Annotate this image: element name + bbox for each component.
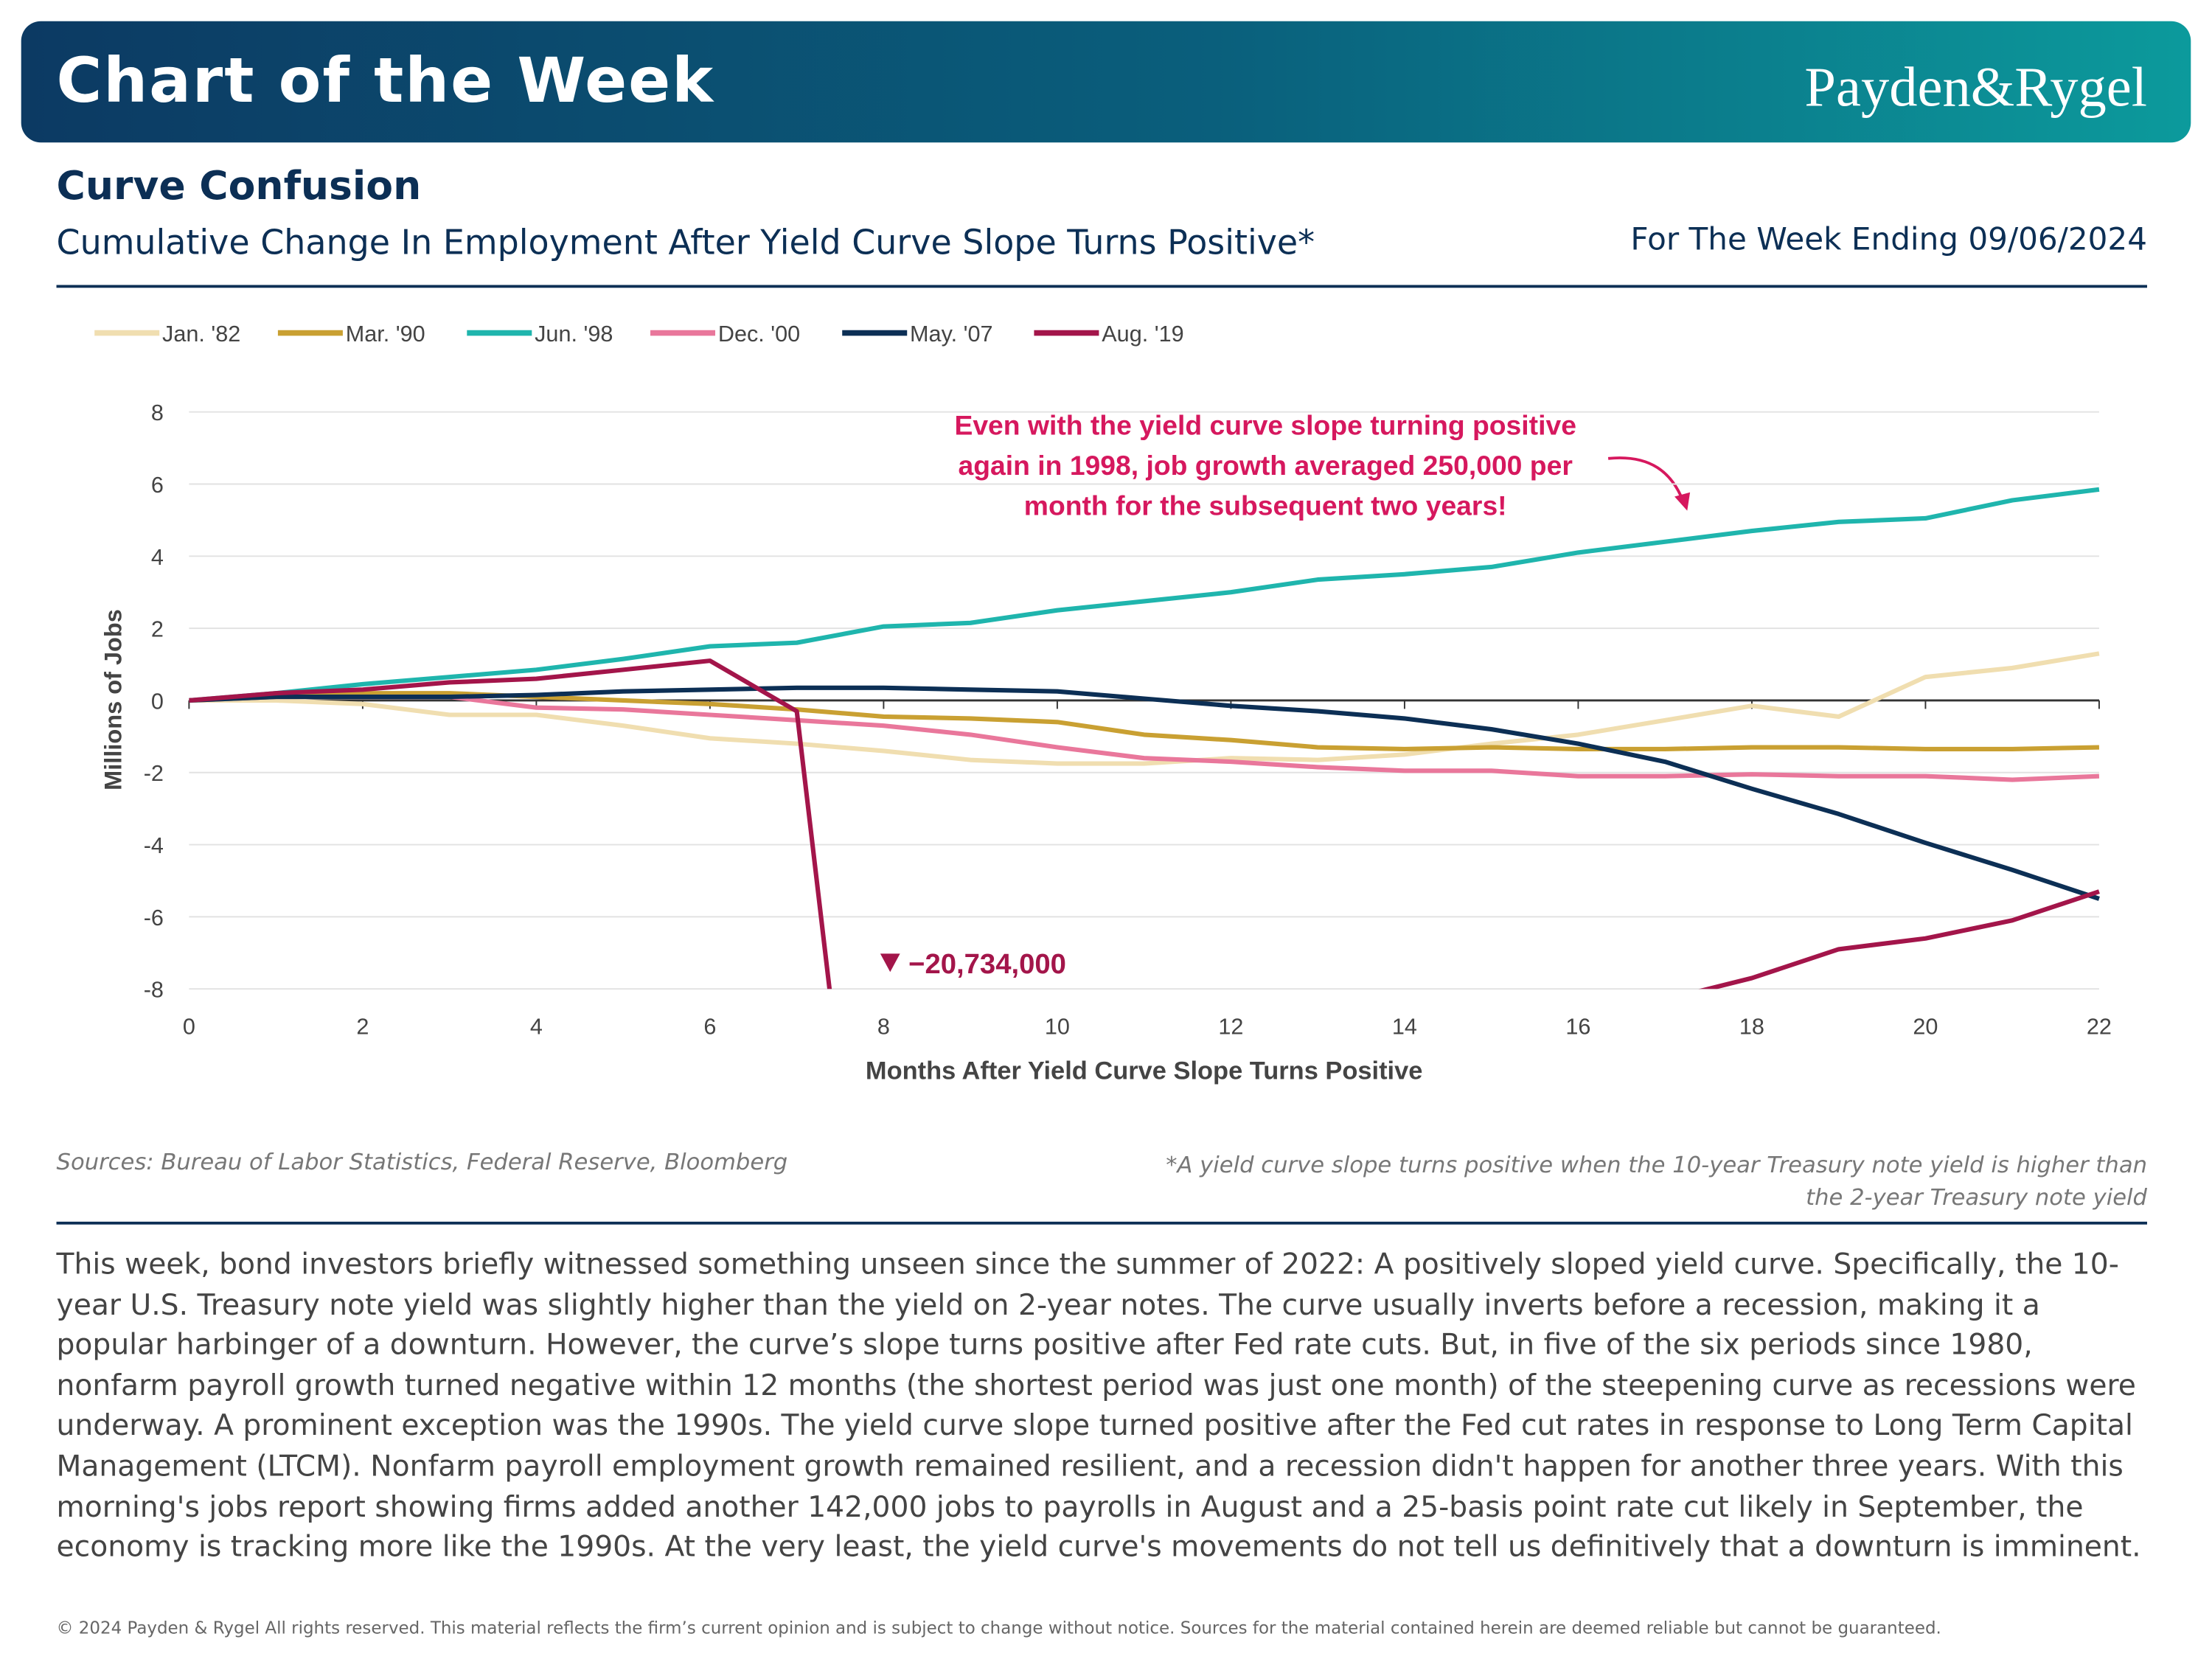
x-tick-label: 20 — [1913, 1014, 1938, 1039]
date: For The Week Ending 09/06/2024 — [1630, 223, 2147, 259]
series-line — [189, 651, 2100, 766]
y-tick-label: -4 — [144, 833, 164, 858]
footnote-line: *A yield curve slope turns positive when… — [1166, 1151, 2147, 1178]
series-line — [189, 694, 2100, 782]
x-tick-label: 6 — [703, 1014, 716, 1039]
x-tick-label: 22 — [2087, 1014, 2112, 1039]
y-tick-label: 4 — [151, 545, 164, 570]
legend-label: Dec. '00 — [718, 321, 800, 347]
y-tick-label: 0 — [151, 689, 164, 714]
footnote-line: the 2-year Treasury note yield — [1806, 1183, 2147, 1211]
x-tick-label: 16 — [1565, 1014, 1590, 1039]
y-tick-label: -6 — [144, 905, 164, 931]
x-tick-label: 4 — [530, 1014, 543, 1039]
annotation: Even with the yield curve slope turning … — [954, 409, 1576, 440]
subtitle: Curve Confusion — [56, 162, 422, 209]
data-label-marker — [880, 953, 900, 973]
data-label: −20,734,000 — [908, 948, 1066, 980]
x-tick-label: 10 — [1045, 1014, 1070, 1039]
x-tick-label: 8 — [877, 1014, 890, 1039]
series-line — [189, 487, 2100, 703]
series-line — [189, 685, 2100, 901]
footnote: *A yield curve slope turns positive when… — [1166, 1148, 2147, 1213]
chart: -8 -6 -4 -2 0 2 4 6 8 0 2 4 6 8 10 12 14 16 18 20 22 Months A… — [94, 321, 2112, 1085]
legend-label: Aug. '19 — [1102, 321, 1183, 347]
series-line — [189, 658, 2100, 990]
x-tick-label: 14 — [1392, 1014, 1417, 1039]
logo: Payden&Rygel — [1804, 55, 2147, 119]
page-title: Chart of the Week — [56, 45, 715, 117]
body-text: This week, bond investors briefly witnes… — [56, 1247, 2141, 1564]
copyright: © 2024 Payden & Rygel All rights reserve… — [56, 1618, 1941, 1638]
legend-label: Jun. '98 — [535, 321, 613, 347]
y-tick-label: 6 — [151, 473, 164, 498]
x-tick-label: 12 — [1218, 1014, 1243, 1039]
legend-label: Jan. '82 — [162, 321, 240, 347]
y-axis-label: Millions of Jobs — [100, 609, 127, 790]
x-tick-label: 0 — [183, 1014, 195, 1039]
x-axis-label: Months After Yield Curve Slope Turns Pos… — [866, 1057, 1423, 1085]
x-tick-label: 2 — [356, 1014, 369, 1039]
sources: Sources: Bureau of Labor Statistics, Fed… — [56, 1148, 788, 1175]
y-tick-label: 8 — [151, 400, 164, 425]
legend-label: May. '07 — [910, 321, 992, 347]
y-tick-label: -2 — [144, 761, 164, 786]
x-tick-label: 18 — [1739, 1014, 1764, 1039]
y-tick-label: 2 — [151, 617, 164, 642]
y-tick-label: -8 — [144, 978, 164, 1003]
banner — [21, 21, 2191, 143]
annotation-arrowhead — [1674, 492, 1691, 511]
annotation-arrow — [1607, 456, 1685, 501]
annotation: month for the subsequent two years! — [1024, 490, 1507, 521]
rule — [56, 285, 2147, 288]
annotation: again in 1998, job growth averaged 250,0… — [959, 450, 1573, 481]
legend-label: Mar. '90 — [346, 321, 425, 347]
rule — [56, 1221, 2147, 1225]
chart-title: Cumulative Change In Employment After Yi… — [56, 223, 1315, 262]
